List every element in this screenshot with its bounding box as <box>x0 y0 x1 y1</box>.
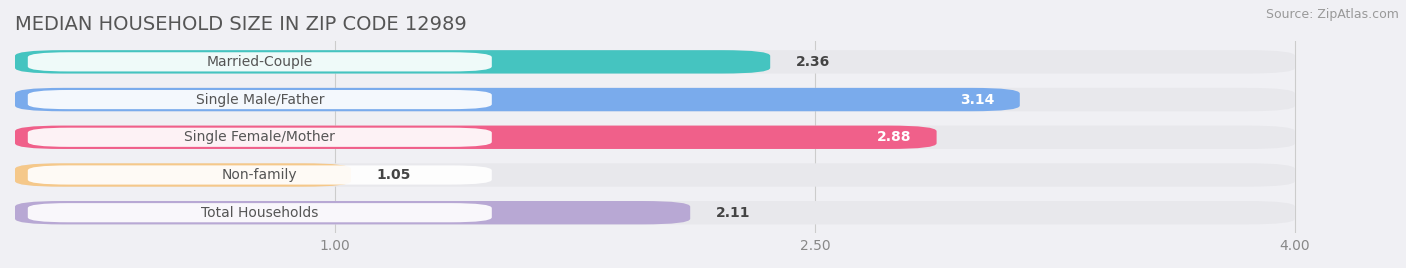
Text: 3.14: 3.14 <box>960 92 994 107</box>
FancyBboxPatch shape <box>28 165 492 185</box>
FancyBboxPatch shape <box>15 201 690 224</box>
FancyBboxPatch shape <box>28 52 492 72</box>
Text: 2.88: 2.88 <box>876 130 911 144</box>
Text: 1.05: 1.05 <box>377 168 411 182</box>
FancyBboxPatch shape <box>28 90 492 109</box>
Text: Single Male/Father: Single Male/Father <box>195 92 323 107</box>
FancyBboxPatch shape <box>15 126 936 149</box>
FancyBboxPatch shape <box>15 50 1295 73</box>
FancyBboxPatch shape <box>15 126 1295 149</box>
FancyBboxPatch shape <box>15 201 1295 224</box>
FancyBboxPatch shape <box>28 203 492 222</box>
Text: MEDIAN HOUSEHOLD SIZE IN ZIP CODE 12989: MEDIAN HOUSEHOLD SIZE IN ZIP CODE 12989 <box>15 15 467 34</box>
FancyBboxPatch shape <box>15 88 1019 111</box>
FancyBboxPatch shape <box>15 50 770 73</box>
FancyBboxPatch shape <box>15 163 1295 187</box>
FancyBboxPatch shape <box>28 128 492 147</box>
Text: Total Households: Total Households <box>201 206 319 220</box>
FancyBboxPatch shape <box>15 88 1295 111</box>
Text: Single Female/Mother: Single Female/Mother <box>184 130 335 144</box>
Text: 2.36: 2.36 <box>796 55 830 69</box>
Text: Source: ZipAtlas.com: Source: ZipAtlas.com <box>1265 8 1399 21</box>
FancyBboxPatch shape <box>15 163 352 187</box>
Text: Non-family: Non-family <box>222 168 298 182</box>
Text: 2.11: 2.11 <box>716 206 751 220</box>
Text: Married-Couple: Married-Couple <box>207 55 314 69</box>
